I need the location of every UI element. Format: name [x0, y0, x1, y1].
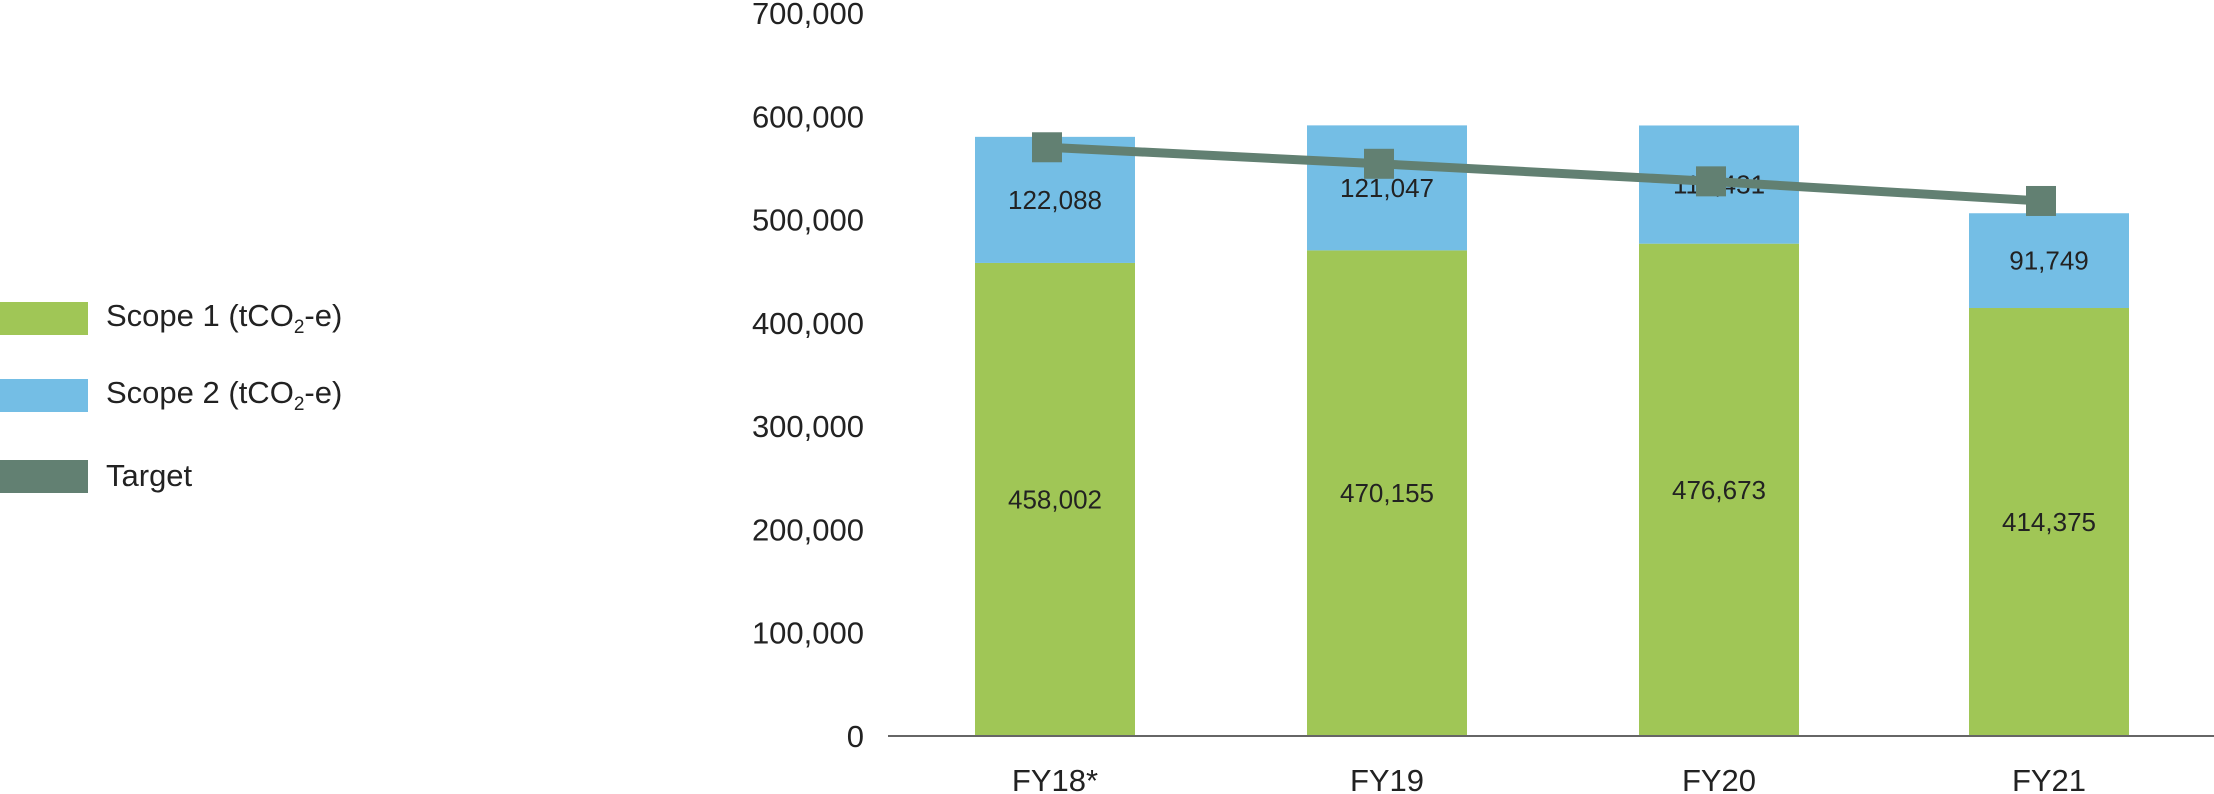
target-line	[1046, 142, 2042, 206]
bar-scope2	[1969, 213, 2129, 309]
y-tick-label: 300,000	[752, 409, 864, 444]
bar-scope1	[1639, 243, 1799, 736]
y-tick-label: 100,000	[752, 616, 864, 651]
legend-label-scope2: Scope 2 (tCO2-e)	[106, 375, 343, 416]
legend: Scope 1 (tCO2-e) Scope 2 (tCO2-e) Target	[0, 0, 500, 794]
data-label-scope1: 476,673	[1672, 475, 1766, 505]
legend-label-target: Target	[106, 458, 193, 493]
data-label-scope2: 122,088	[1008, 185, 1102, 215]
bar-scope2	[1307, 125, 1467, 251]
legend-swatch-scope1	[0, 302, 88, 336]
y-tick-label: 400,000	[752, 306, 864, 341]
data-label-scope1: 470,155	[1340, 478, 1434, 508]
legend-item-target: Target	[0, 458, 192, 494]
data-label-scope2: 91,749	[2009, 246, 2089, 276]
bar-scope1	[975, 262, 1135, 736]
x-tick-label: FY21	[2012, 763, 2086, 794]
legend-label-scope1: Scope 1 (tCO2-e)	[106, 298, 343, 339]
bar-scope1	[1307, 250, 1467, 737]
target-marker	[2026, 185, 2056, 216]
legend-item-scope2: Scope 2 (tCO2-e)	[0, 375, 342, 416]
bar-scope1	[1969, 308, 2129, 736]
legend-swatch-target	[0, 459, 88, 493]
y-tick-label: 0	[847, 719, 864, 754]
x-tick-label: FY19	[1350, 763, 1424, 794]
data-label-scope1: 414,375	[2002, 507, 2096, 537]
x-tick-label: FY18*	[1012, 763, 1098, 794]
data-label-scope1: 458,002	[1008, 484, 1102, 514]
y-tick-label: 200,000	[752, 512, 864, 547]
x-tick-label: FY20	[1682, 763, 1756, 794]
y-tick-label: 700,000	[752, 0, 864, 31]
y-tick-label: 600,000	[752, 99, 864, 134]
legend-swatch-scope2	[0, 379, 88, 413]
y-tick-label: 500,000	[752, 203, 864, 238]
target-marker	[1032, 132, 1062, 163]
target-marker	[1696, 166, 1726, 197]
target-marker	[1364, 148, 1394, 179]
legend-item-scope1: Scope 1 (tCO2-e)	[0, 298, 342, 339]
